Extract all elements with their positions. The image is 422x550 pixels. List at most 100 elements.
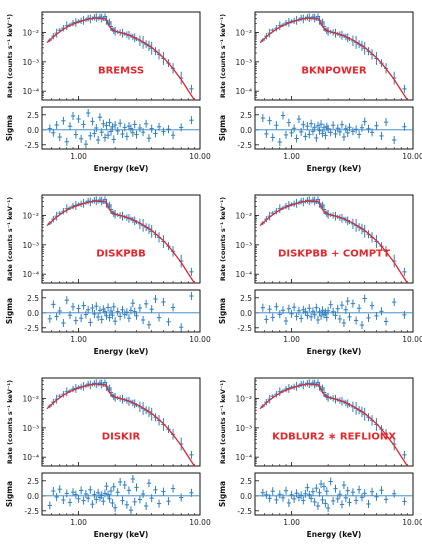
resid-y-tick-label: -2.5: [24, 324, 39, 333]
residual-point: [107, 494, 112, 503]
residual-point: [318, 311, 324, 320]
residual-point: [78, 134, 84, 143]
residual-point: [294, 312, 299, 321]
x-tick-label: 10.00: [189, 152, 211, 161]
residual-point: [102, 133, 108, 142]
residual-point: [280, 493, 286, 502]
y-tick-label: 10⁻⁴: [235, 270, 252, 279]
residual-point: [337, 490, 343, 499]
residual-point: [283, 486, 289, 495]
residual-point: [54, 493, 59, 501]
residual-point: [383, 118, 389, 127]
data-point: [107, 384, 112, 392]
data-point: [402, 450, 407, 459]
residual-point: [161, 487, 166, 496]
residual-point: [303, 489, 308, 498]
residual-point: [305, 311, 310, 320]
y-tick-label: 10⁻³: [22, 241, 39, 250]
residual-point: [362, 294, 367, 303]
residual-point: [356, 130, 362, 139]
residual-point: [88, 485, 93, 494]
residual-point: [179, 323, 184, 332]
residual-point: [267, 494, 272, 503]
residual-point: [105, 490, 111, 499]
residual-point: [92, 310, 97, 318]
residual-point: [347, 312, 352, 321]
y-axis-title: Rate (counts s⁻¹ keV⁻¹): [6, 380, 14, 464]
residual-point: [86, 109, 91, 117]
residual-point: [143, 502, 149, 510]
residual-point: [343, 124, 349, 133]
residual-point: [330, 307, 336, 316]
residual-point: [277, 138, 282, 147]
residual-point: [110, 311, 115, 320]
residual-point: [101, 119, 106, 128]
residual-point: [170, 131, 176, 140]
residual-point: [264, 129, 269, 138]
data-point: [189, 84, 194, 93]
residual-point: [189, 488, 194, 497]
residual-point: [112, 503, 118, 512]
residual-point: [277, 490, 282, 499]
residual-point: [92, 129, 97, 138]
residual-point: [76, 304, 81, 313]
resid-y-axis-title: Sigma: [218, 298, 227, 324]
residual-point: [260, 303, 265, 312]
data-point: [299, 197, 304, 205]
residual-point: [94, 124, 99, 132]
residual-point: [101, 497, 106, 506]
y-tick-label: 10⁻²: [22, 395, 39, 404]
residual-point: [90, 304, 95, 312]
residual-point: [339, 301, 345, 310]
main-plot-frame: [254, 11, 414, 101]
residual-point: [337, 127, 343, 136]
residual-point: [61, 116, 66, 125]
residual-point: [307, 130, 312, 139]
residual-point: [120, 305, 125, 314]
residual-point: [274, 495, 279, 504]
residual-point: [383, 317, 389, 326]
residual-point: [330, 496, 336, 505]
residual-point: [153, 485, 158, 494]
residual-point: [78, 314, 84, 323]
residual-point: [296, 115, 302, 124]
residual-point: [70, 488, 76, 497]
residual-point: [289, 128, 294, 137]
residual-point: [140, 490, 146, 498]
residual-point: [73, 316, 79, 325]
residual-point: [315, 502, 321, 510]
residual-point: [76, 494, 81, 503]
residual-point: [374, 311, 379, 320]
residual-point: [301, 305, 306, 314]
residual-point: [350, 127, 356, 136]
residual-point: [314, 484, 319, 493]
resid-y-tick-label: 2.5: [27, 294, 39, 303]
residual-point: [90, 500, 95, 509]
resid-y-tick-label: 0.0: [240, 492, 252, 501]
residual-plot-frame: [254, 289, 414, 333]
residual-point: [108, 127, 114, 136]
residual-point: [280, 306, 286, 315]
residual-point: [274, 302, 279, 311]
residual-point: [153, 129, 158, 138]
residual-point: [99, 491, 104, 500]
residual-point: [402, 310, 407, 319]
residual-point: [137, 495, 143, 504]
residual-point: [94, 302, 99, 311]
residual-point: [149, 124, 154, 133]
y-tick-label: 10⁻³: [235, 424, 252, 433]
residual-point: [353, 496, 359, 505]
residual-point: [126, 314, 132, 323]
residual-point: [345, 486, 350, 495]
x-axis-title: Energy (keV): [94, 530, 149, 539]
residual-point: [359, 123, 365, 132]
residual-point: [143, 119, 149, 128]
residual-point: [81, 496, 86, 505]
y-axis-title: Rate (counts s⁻¹ keV⁻¹): [6, 14, 14, 98]
residual-point: [350, 299, 356, 308]
x-axis-title: Energy (keV): [307, 347, 362, 356]
residual-point: [120, 496, 125, 505]
residual-point: [124, 132, 130, 141]
residual-point: [51, 487, 56, 495]
residual-point: [359, 321, 365, 330]
